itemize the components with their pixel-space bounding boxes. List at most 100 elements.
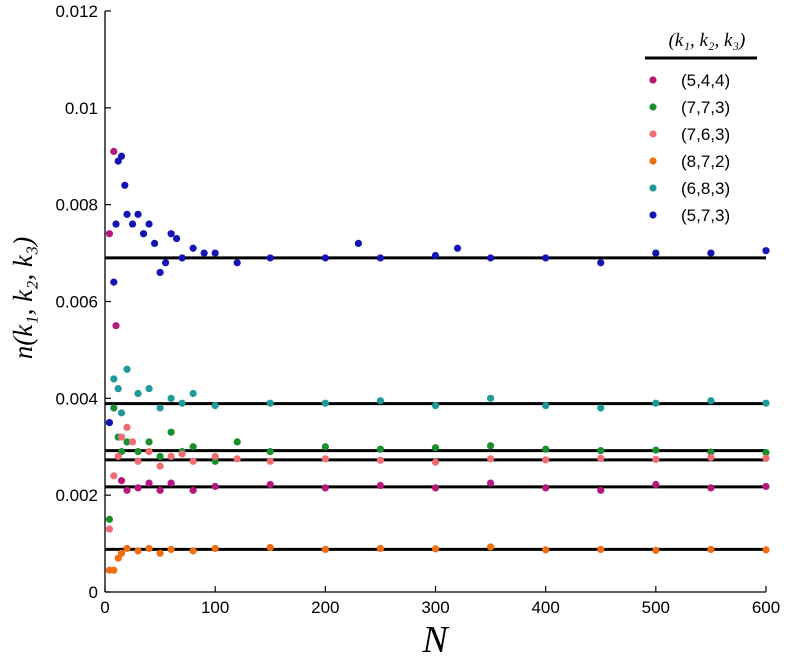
data-point [211, 401, 219, 410]
data-point [542, 456, 550, 464]
legend-marker [649, 130, 657, 138]
data-point [128, 220, 137, 228]
data-point [105, 418, 114, 427]
data-point [321, 443, 329, 451]
data-point [117, 549, 126, 557]
data-point [486, 254, 495, 262]
data-point [376, 397, 385, 405]
data-point [376, 445, 385, 453]
data-point [117, 433, 126, 441]
y-tick-label: 0.01 [65, 99, 98, 118]
data-point [707, 545, 715, 553]
data-point [156, 452, 164, 461]
y-tick-label: 0.012 [55, 2, 98, 21]
legend-title: (k₁, k₂, k₃) [669, 30, 746, 51]
data-point [266, 543, 274, 552]
legend-label: (7,6,3) [681, 125, 730, 144]
data-point [150, 239, 159, 247]
data-point [542, 254, 550, 262]
data-point [762, 546, 770, 554]
data-point [597, 447, 605, 455]
data-point [189, 486, 197, 494]
data-point [145, 220, 153, 228]
data-point [486, 479, 495, 487]
data-point [110, 472, 118, 480]
data-point [211, 452, 219, 461]
legend-label: (7,7,3) [681, 98, 730, 117]
y-axis-label: n(k₁, k₂, k₃) [8, 237, 38, 360]
data-point [110, 147, 118, 156]
data-point [112, 220, 120, 228]
data-point [707, 484, 715, 492]
data-point [117, 409, 126, 417]
data-point [431, 251, 440, 260]
data-point [233, 259, 241, 267]
data-point [134, 547, 142, 555]
data-point [161, 259, 170, 267]
data-point [233, 438, 241, 446]
data-point [762, 448, 770, 457]
data-point [110, 375, 118, 383]
data-point [178, 450, 186, 458]
data-point [156, 404, 164, 412]
data-point [542, 484, 550, 492]
series-3 [105, 423, 770, 533]
legend-marker [649, 103, 657, 111]
data-point [431, 458, 440, 466]
data-point [431, 484, 440, 492]
data-point [486, 455, 495, 463]
data-point [652, 480, 660, 489]
data-point [597, 454, 605, 462]
data-point [542, 546, 550, 554]
data-points [105, 147, 770, 574]
data-point [189, 244, 197, 252]
data-point [321, 484, 329, 492]
data-point [486, 543, 495, 551]
data-point [167, 452, 175, 461]
data-point [211, 544, 219, 553]
data-point [321, 545, 329, 553]
data-point [110, 566, 118, 574]
data-point [376, 456, 385, 464]
data-point [707, 448, 715, 456]
data-point [110, 278, 118, 286]
legend-marker [649, 157, 657, 165]
data-point [597, 486, 605, 494]
data-point [354, 239, 362, 247]
x-tick-label: 600 [752, 598, 780, 617]
data-point [167, 545, 175, 553]
y-tick-label: 0.004 [55, 389, 98, 408]
data-point [321, 254, 329, 262]
data-point [707, 249, 715, 257]
data-point [211, 482, 219, 491]
ticks: 0 100 200 300 400 500 600 0 0.002 0.004 0.006 0.008… [55, 2, 780, 617]
data-point [652, 399, 660, 407]
data-point [486, 442, 495, 450]
x-tick-label: 0 [100, 598, 109, 617]
data-point [134, 484, 142, 492]
data-point [156, 549, 164, 557]
series-4 [105, 543, 770, 574]
data-point [266, 254, 274, 262]
data-point [112, 322, 120, 330]
x-tick-label: 100 [201, 598, 229, 617]
data-point [189, 457, 197, 465]
data-point [189, 547, 197, 555]
data-point [321, 399, 329, 407]
data-point [134, 447, 142, 456]
data-point [707, 453, 715, 462]
data-point [156, 268, 164, 277]
legend-marker [649, 184, 657, 192]
data-point [597, 545, 605, 553]
data-point [117, 477, 126, 485]
data-point [200, 249, 208, 257]
data-point [376, 544, 385, 553]
data-point [134, 457, 142, 465]
data-point [266, 480, 274, 489]
data-point [266, 447, 274, 456]
data-point [652, 249, 660, 257]
data-point [123, 438, 131, 446]
data-point [134, 389, 142, 398]
y-tick-label: 0 [89, 583, 98, 602]
